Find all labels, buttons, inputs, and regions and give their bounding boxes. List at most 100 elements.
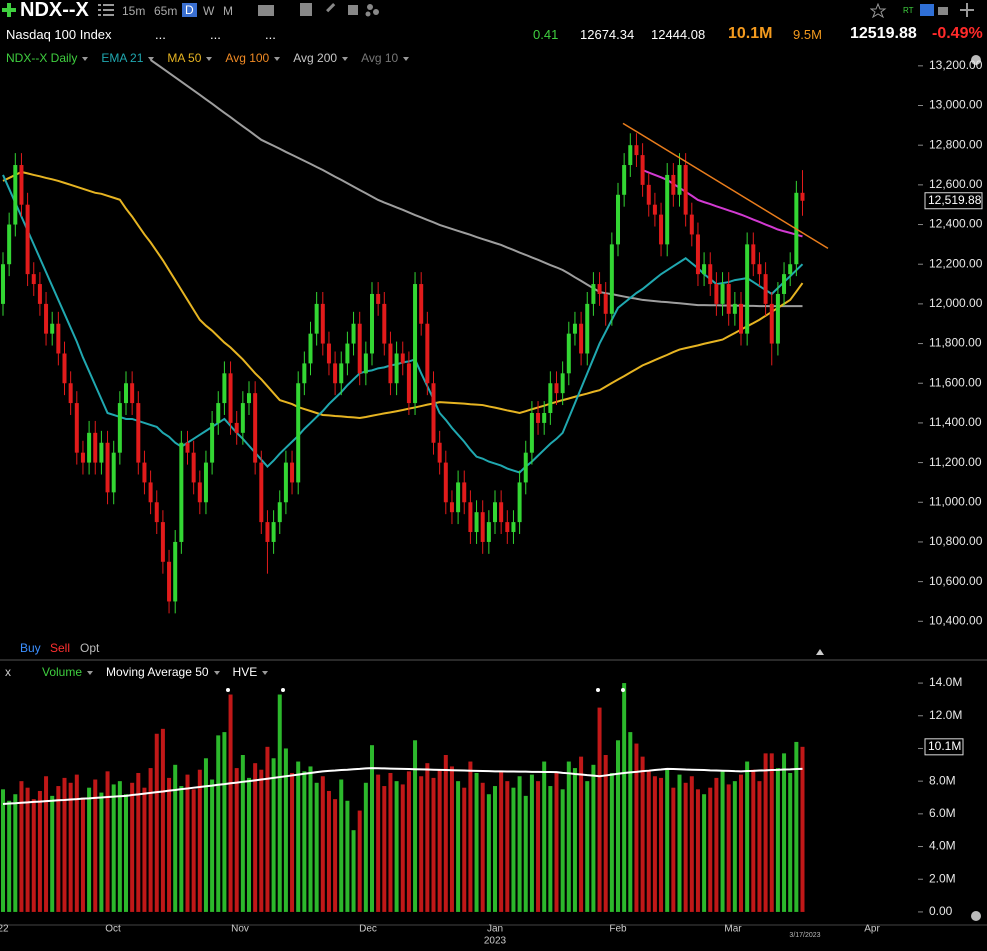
volume-legend: x Volume Moving Average 50 HVE bbox=[5, 665, 269, 679]
volume-bar bbox=[271, 758, 276, 912]
candle-body bbox=[253, 393, 258, 463]
caret bbox=[262, 670, 269, 675]
hve-marker bbox=[621, 688, 625, 692]
volume-bar bbox=[191, 789, 196, 912]
add-icon[interactable] bbox=[2, 3, 16, 17]
legend-item[interactable]: HVE bbox=[233, 665, 269, 679]
candle-body bbox=[788, 264, 793, 275]
legend-item[interactable]: EMA 21 bbox=[101, 51, 155, 65]
y-tick-label: 11,000.00 bbox=[929, 494, 982, 508]
y-tick-label: 12.0M bbox=[929, 708, 962, 722]
legend-item[interactable]: Avg 200 bbox=[293, 51, 349, 65]
moving-average bbox=[2, 174, 804, 474]
volume-bar bbox=[708, 787, 713, 912]
interval[interactable]: M bbox=[223, 4, 233, 18]
caret bbox=[206, 56, 213, 61]
candle-body bbox=[689, 214, 694, 235]
volume-bar bbox=[652, 776, 657, 912]
volume-bar bbox=[677, 774, 682, 912]
y-tick-label: 11,200.00 bbox=[929, 455, 982, 469]
candle-body bbox=[142, 462, 147, 483]
price-plot bbox=[1, 59, 829, 614]
legend-item[interactable]: MA 50 bbox=[167, 51, 213, 65]
candle-body bbox=[173, 541, 178, 602]
candle-body bbox=[302, 363, 307, 384]
volume-bar bbox=[290, 772, 295, 912]
net-change: 0.41 bbox=[533, 27, 559, 42]
volume-bar bbox=[253, 763, 258, 912]
candle-body bbox=[782, 274, 787, 294]
symbol[interactable]: NDX--X bbox=[20, 0, 89, 21]
volume-bar bbox=[523, 795, 528, 912]
y-tick-label: 14.0M bbox=[929, 675, 962, 689]
volume-bar bbox=[185, 774, 190, 912]
candle-body bbox=[370, 293, 374, 354]
volume-bar bbox=[486, 794, 491, 912]
caret bbox=[403, 56, 410, 61]
y-tick-label: 11,600.00 bbox=[929, 375, 982, 389]
legend-item[interactable]: Volume bbox=[42, 665, 94, 679]
candle-body bbox=[357, 323, 362, 374]
volume-bar bbox=[117, 781, 122, 912]
settings-icon[interactable] bbox=[971, 911, 981, 921]
caret bbox=[213, 670, 220, 675]
volume-bar bbox=[124, 794, 128, 912]
candle-body bbox=[609, 244, 614, 314]
interval[interactable]: W bbox=[203, 4, 215, 18]
legend-item[interactable]: NDX--X Daily bbox=[6, 51, 89, 65]
right-icons[interactable]: RT bbox=[870, 3, 985, 18]
volume-bar bbox=[277, 694, 282, 912]
x-tick-label: Feb bbox=[609, 924, 627, 935]
legend-item[interactable]: Avg 100 bbox=[225, 51, 281, 65]
date-label: 3/17/2023 bbox=[789, 932, 820, 939]
last-volume-tag: 10.1M bbox=[928, 739, 961, 753]
candle-body bbox=[493, 502, 497, 523]
volume-bar bbox=[216, 735, 221, 912]
legend-item[interactable]: Moving Average 50 bbox=[106, 665, 220, 679]
interval[interactable]: 15m bbox=[122, 4, 146, 18]
x-tick-label: Nov bbox=[231, 924, 249, 935]
volume-bar bbox=[745, 761, 750, 912]
legend-item[interactable]: Avg 10 bbox=[361, 51, 410, 65]
candle-body bbox=[775, 293, 780, 344]
candle-body bbox=[560, 373, 565, 394]
candle-body bbox=[499, 502, 504, 523]
collapse-arrow[interactable] bbox=[816, 649, 824, 655]
candle-body bbox=[228, 373, 233, 423]
volume-bar bbox=[456, 781, 461, 912]
volume-bar bbox=[400, 784, 405, 912]
candle-body bbox=[31, 274, 36, 285]
moving-average bbox=[642, 169, 803, 238]
volume-bar bbox=[37, 790, 42, 912]
moving-average bbox=[150, 59, 803, 308]
candle-body bbox=[745, 244, 750, 334]
volume-bar bbox=[167, 777, 172, 912]
interval[interactable]: 65m bbox=[154, 4, 178, 18]
candle-body bbox=[351, 323, 356, 344]
volume-bar bbox=[702, 794, 707, 912]
volume-bar bbox=[665, 768, 670, 912]
settings-icon[interactable] bbox=[971, 55, 981, 65]
volume-bar bbox=[302, 771, 307, 912]
trade-button[interactable]: Sell bbox=[50, 641, 70, 655]
candle-body bbox=[93, 432, 98, 463]
y-tick-label: 2.0M bbox=[929, 871, 956, 885]
tool-icons[interactable] bbox=[258, 3, 383, 17]
volume-bar bbox=[7, 800, 12, 912]
candle-body bbox=[425, 323, 430, 384]
candle-body bbox=[603, 293, 608, 314]
interval-active[interactable]: D bbox=[182, 3, 197, 17]
list-icon[interactable] bbox=[98, 3, 114, 17]
candle-body bbox=[763, 274, 768, 304]
volume-bar bbox=[240, 755, 245, 912]
x-tick-label: Dec bbox=[359, 924, 377, 935]
trade-button[interactable]: Opt bbox=[80, 641, 100, 655]
volume-bar bbox=[142, 787, 147, 912]
candle-body bbox=[210, 422, 215, 463]
volume-bar bbox=[222, 732, 227, 912]
close-pane[interactable]: x bbox=[5, 665, 11, 679]
candle-body bbox=[671, 174, 676, 195]
volume-bar bbox=[579, 756, 584, 912]
candle-body bbox=[480, 512, 485, 542]
trade-button[interactable]: Buy bbox=[20, 641, 41, 655]
